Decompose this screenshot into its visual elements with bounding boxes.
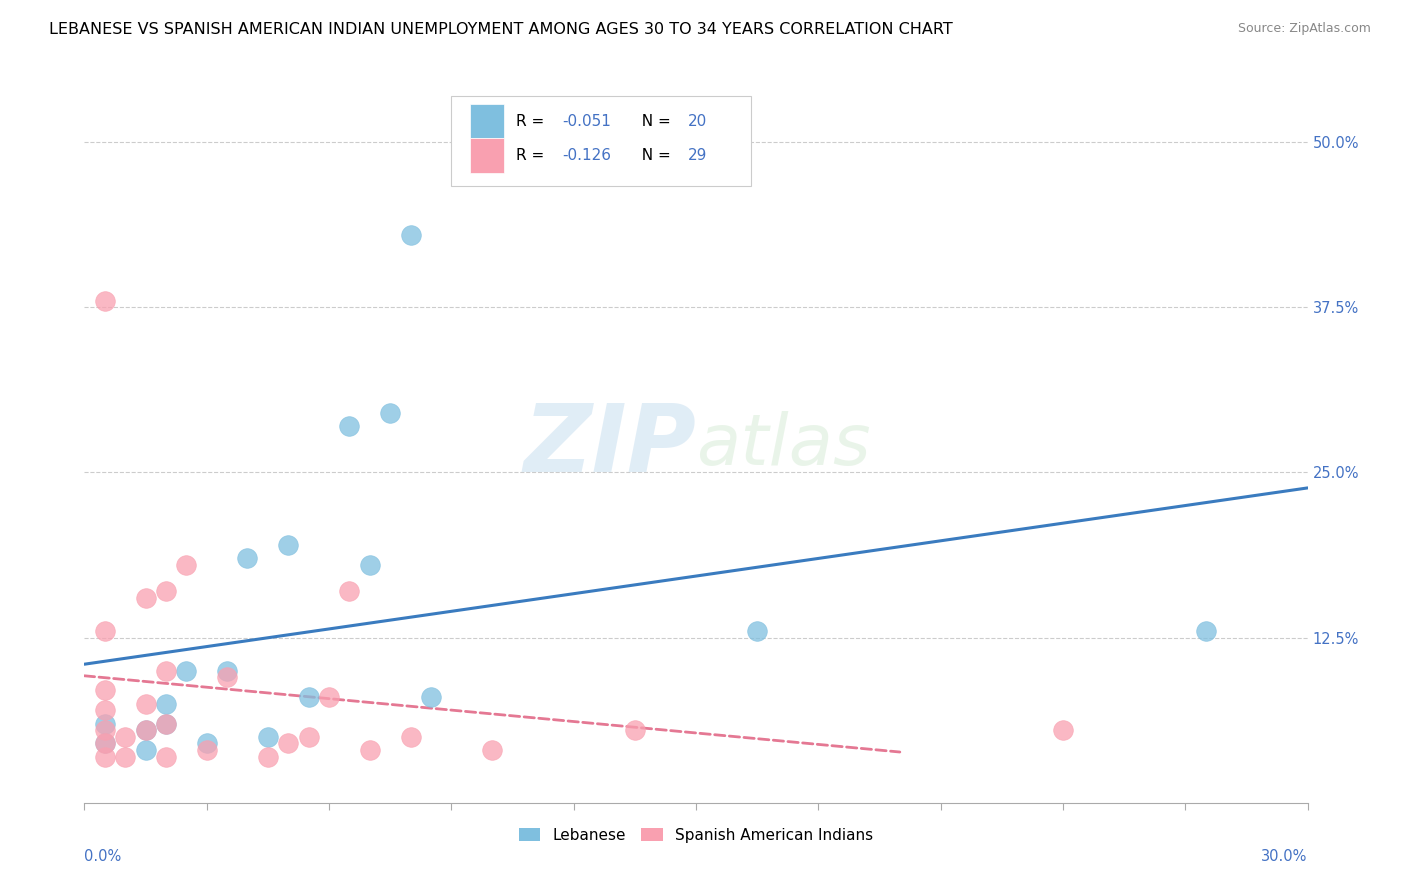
Point xyxy=(257,730,280,744)
Text: atlas: atlas xyxy=(696,411,870,481)
Point xyxy=(420,690,443,704)
Point xyxy=(93,736,115,750)
Text: 0.0%: 0.0% xyxy=(84,849,121,864)
Point xyxy=(318,690,340,704)
Bar xyxy=(470,104,503,138)
Point xyxy=(747,624,769,638)
Point xyxy=(195,743,218,757)
Point xyxy=(236,551,259,566)
Point xyxy=(174,558,197,572)
Text: R =: R = xyxy=(516,114,550,128)
Point xyxy=(339,419,361,434)
Point xyxy=(93,723,115,738)
Text: LEBANESE VS SPANISH AMERICAN INDIAN UNEMPLOYMENT AMONG AGES 30 TO 34 YEARS CORRE: LEBANESE VS SPANISH AMERICAN INDIAN UNEM… xyxy=(49,22,953,37)
Point xyxy=(114,749,136,764)
Text: ZIP: ZIP xyxy=(523,400,696,492)
Point xyxy=(298,690,321,704)
Point xyxy=(1195,624,1218,638)
Point xyxy=(135,743,157,757)
Point xyxy=(135,591,157,605)
Legend: Lebanese, Spanish American Indians: Lebanese, Spanish American Indians xyxy=(513,822,879,848)
Point xyxy=(257,749,280,764)
Point xyxy=(195,736,218,750)
Point xyxy=(359,558,381,572)
Point xyxy=(135,697,157,711)
Point xyxy=(624,723,647,738)
Point xyxy=(93,293,115,308)
Text: Source: ZipAtlas.com: Source: ZipAtlas.com xyxy=(1237,22,1371,36)
Point xyxy=(1052,723,1074,738)
Point xyxy=(217,670,239,684)
Text: 30.0%: 30.0% xyxy=(1261,849,1308,864)
Point xyxy=(135,723,157,738)
Point xyxy=(155,749,177,764)
Text: R =: R = xyxy=(516,148,550,163)
Point xyxy=(93,683,115,698)
Point xyxy=(93,624,115,638)
Point xyxy=(359,743,381,757)
Point xyxy=(217,664,239,678)
Bar xyxy=(470,138,503,173)
Point xyxy=(114,730,136,744)
Point xyxy=(339,584,361,599)
Point xyxy=(155,716,177,731)
Point xyxy=(399,227,422,242)
Point xyxy=(277,538,299,552)
Point xyxy=(155,697,177,711)
Text: -0.126: -0.126 xyxy=(562,148,612,163)
Point xyxy=(481,743,503,757)
Text: N =: N = xyxy=(633,148,676,163)
Text: N =: N = xyxy=(633,114,676,128)
Point xyxy=(298,730,321,744)
Point xyxy=(155,584,177,599)
Point xyxy=(93,749,115,764)
Text: 20: 20 xyxy=(688,114,707,128)
Point xyxy=(399,730,422,744)
Point xyxy=(155,664,177,678)
Point xyxy=(174,664,197,678)
Text: 29: 29 xyxy=(688,148,707,163)
Point xyxy=(380,406,402,420)
Point xyxy=(155,716,177,731)
Text: -0.051: -0.051 xyxy=(562,114,612,128)
Point xyxy=(277,736,299,750)
Point xyxy=(93,716,115,731)
Point xyxy=(93,703,115,717)
Point xyxy=(135,723,157,738)
Point xyxy=(93,736,115,750)
FancyBboxPatch shape xyxy=(451,96,751,186)
